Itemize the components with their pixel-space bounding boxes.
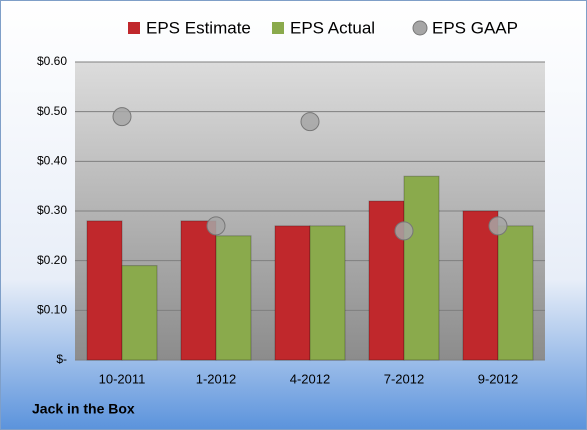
y-tick-label: $0.30 — [37, 203, 67, 217]
bar — [121, 265, 158, 361]
y-tick-label: $- — [56, 352, 67, 366]
point — [300, 112, 320, 132]
legend-label: EPS Actual — [290, 18, 375, 37]
x-tick-label: 10-2011 — [99, 371, 146, 386]
x-tick-label: 7-2012 — [384, 371, 424, 386]
legend-label: EPS Estimate — [146, 18, 251, 37]
point — [206, 216, 226, 236]
x-tick-label: 4-2012 — [290, 371, 330, 386]
footer: Jack in the Box — [32, 401, 135, 417]
bar — [403, 175, 440, 361]
bar — [215, 235, 252, 361]
bar — [309, 225, 346, 361]
bar — [180, 220, 217, 361]
bar — [274, 225, 311, 361]
legend-marker — [128, 22, 140, 34]
y-tick-label: $0.60 — [37, 54, 67, 68]
legend-marker — [272, 22, 284, 34]
y-tick-label: $0.40 — [37, 154, 67, 168]
y-tick-label: $0.20 — [37, 253, 67, 267]
legend-marker — [412, 20, 428, 36]
bar — [462, 210, 499, 361]
bar — [86, 220, 123, 361]
y-tick-label: $0.10 — [37, 303, 67, 317]
point — [394, 221, 414, 241]
point — [112, 107, 132, 127]
legend-label: EPS GAAP — [432, 18, 518, 37]
y-tick-label: $0.50 — [37, 104, 67, 118]
x-tick-label: 1-2012 — [196, 371, 236, 386]
bar — [497, 225, 534, 361]
x-tick-label: 9-2012 — [478, 371, 518, 386]
point — [488, 216, 508, 236]
